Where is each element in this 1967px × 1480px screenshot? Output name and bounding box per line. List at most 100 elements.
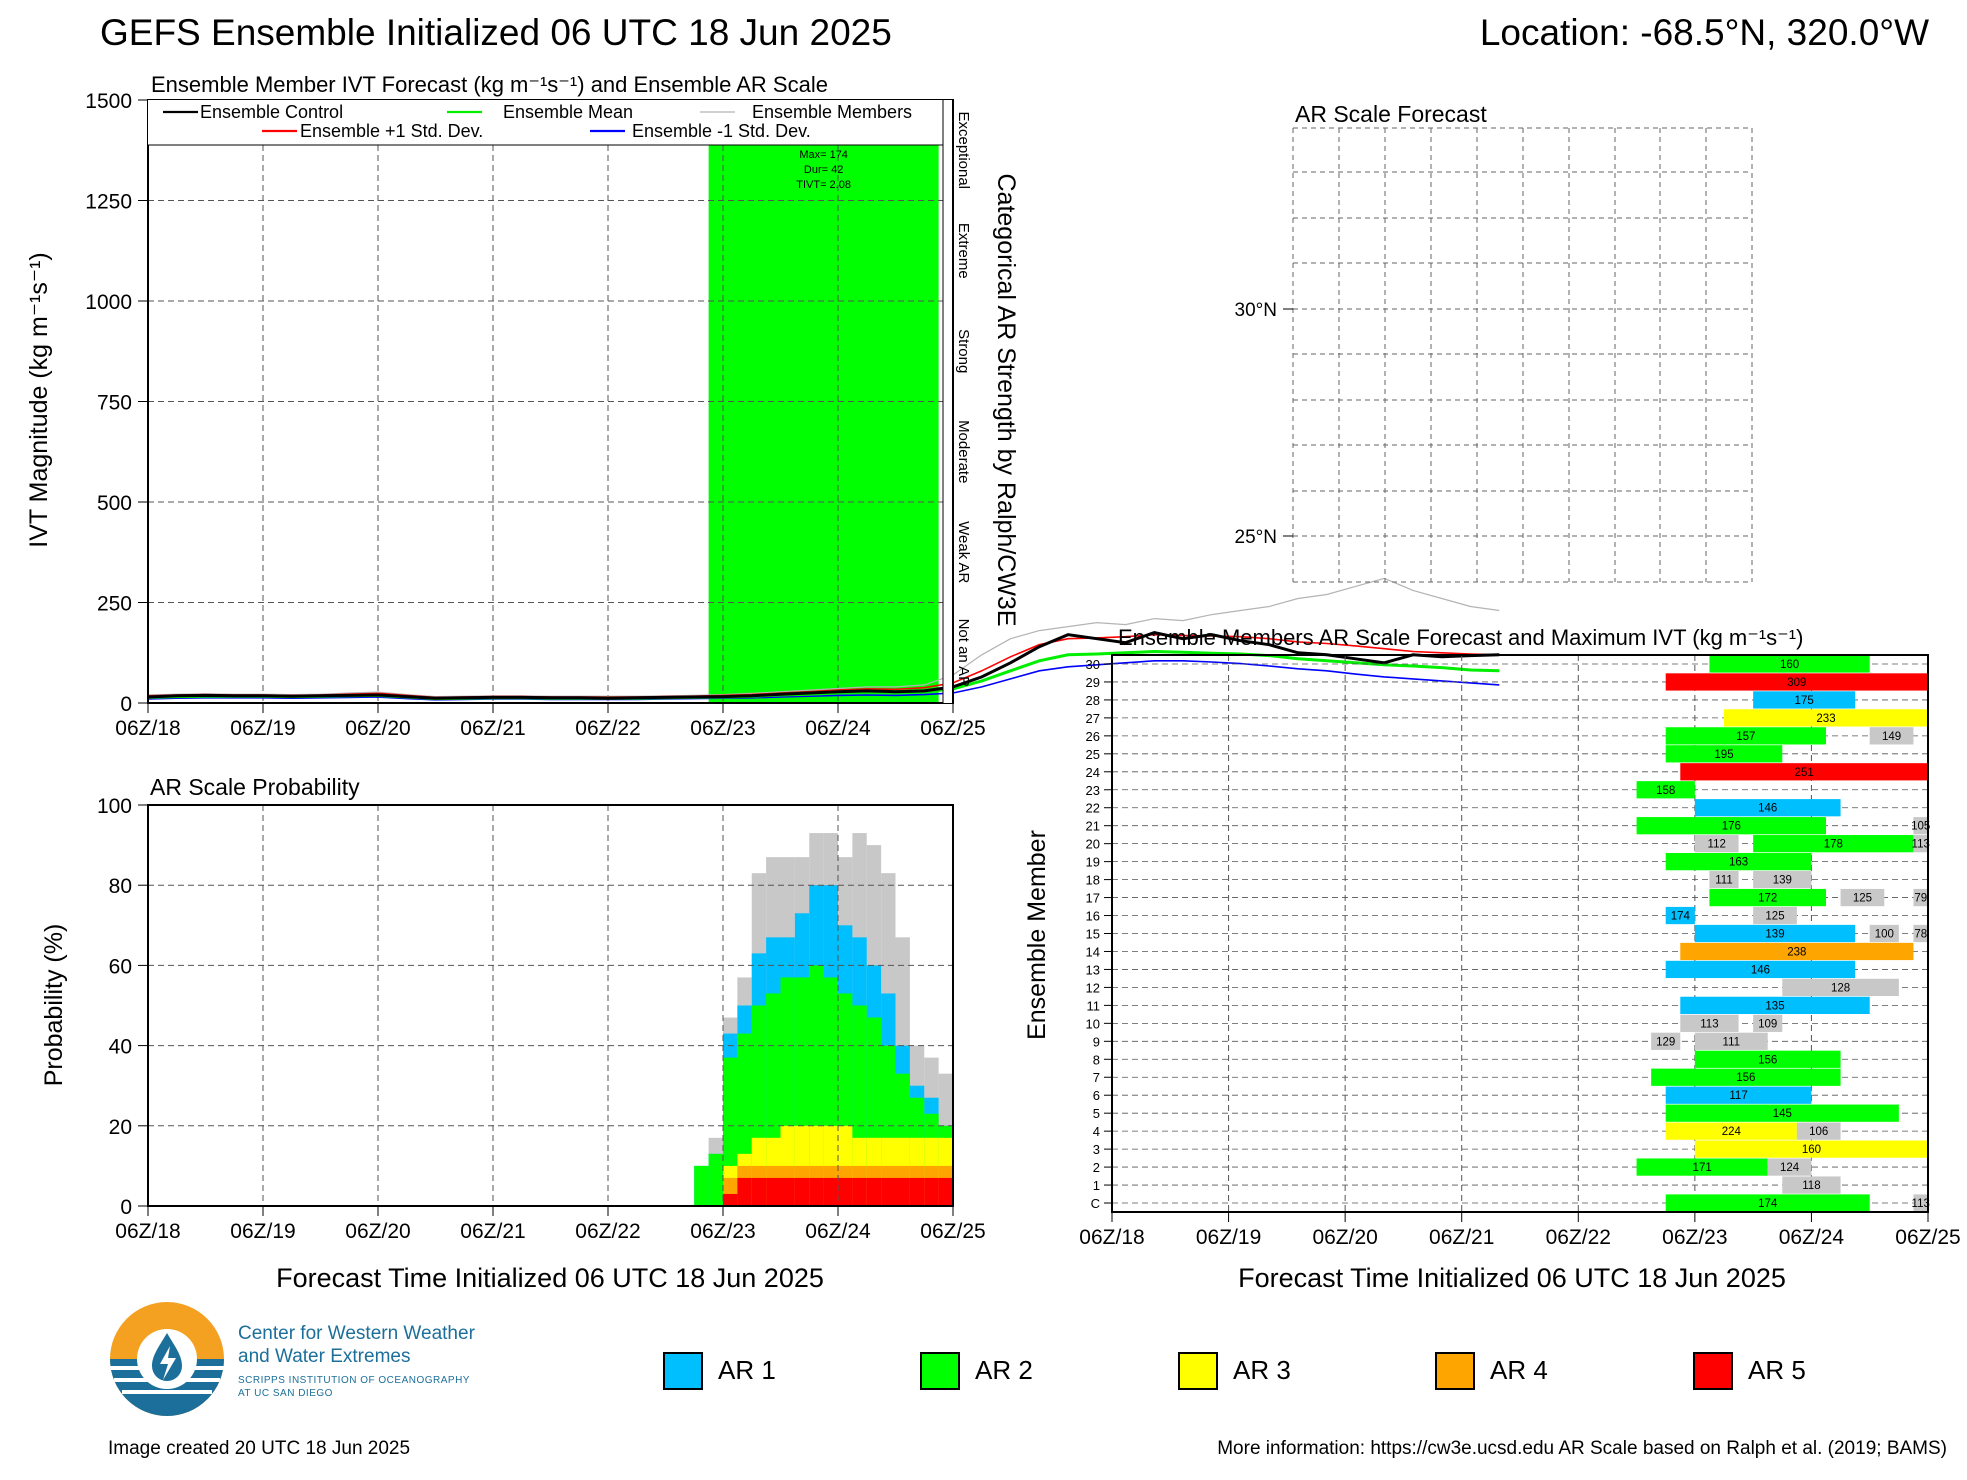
member-ytick-label: 20 — [1086, 837, 1100, 852]
member-ar-segment — [1665, 960, 1856, 979]
legend-label-ar3: AR 3 — [1233, 1355, 1291, 1385]
member-ytick-label: 8 — [1093, 1052, 1100, 1067]
member-max-ivt-label: 113 — [1912, 1198, 1930, 1210]
map-chart-title: AR Scale Forecast — [1295, 101, 1487, 127]
member-ytick-label: 18 — [1086, 873, 1100, 888]
member-max-ivt-label: 163 — [1729, 857, 1748, 869]
member-ar-segment — [1651, 1032, 1681, 1050]
member-ytick-label: 19 — [1086, 855, 1100, 870]
logo-line1: Center for Western Weather — [238, 1323, 475, 1344]
member-ar-segment — [1651, 1068, 1841, 1086]
member-ar-segment — [1840, 888, 1885, 907]
member-ar-segment — [1665, 906, 1695, 925]
prob-bar-ar5 — [866, 1177, 882, 1206]
ivt-category-label: Not an AR — [955, 619, 972, 688]
member-ytick-label: 29 — [1086, 675, 1100, 690]
member-ytick-label: 12 — [1086, 980, 1100, 995]
member-ytick-label: 17 — [1086, 891, 1100, 906]
ivt-xtick-label: 06Z/21 — [460, 717, 525, 740]
member-max-ivt-label: 251 — [1795, 767, 1814, 779]
ivt-legend-label: Ensemble -1 Std. Dev. — [632, 121, 811, 141]
member-ytick-label: 25 — [1086, 747, 1100, 762]
member-ar-segment — [1753, 906, 1797, 925]
location-label: Location: -68.5°N, 320.0°W — [1479, 12, 1929, 53]
member-ar-segment — [1680, 942, 1914, 961]
ivt-xtick-label: 06Z/24 — [805, 717, 871, 740]
member-max-ivt-label: 78 — [1914, 929, 1927, 941]
ar-event-info: Dur= 42 — [804, 164, 843, 176]
prob-bar-ar5 — [838, 1177, 853, 1206]
prob-bar-ar2 — [694, 1165, 709, 1206]
member-ar-segment — [1869, 727, 1914, 745]
member-ytick-label: 10 — [1086, 1016, 1100, 1031]
logo-line3: SCRIPPS INSTITUTION OF OCEANOGRAPHY — [238, 1375, 470, 1386]
ivt-ytick-label: 1250 — [85, 191, 132, 214]
member-ar-segment — [1913, 1194, 1928, 1212]
legend-swatch-ar3 — [1178, 1352, 1218, 1390]
member-frame — [1111, 654, 1929, 1213]
member-max-ivt-label: 176 — [1722, 821, 1741, 833]
member-ar-segment — [1913, 835, 1928, 853]
prob-bar-ar5 — [823, 1177, 838, 1206]
member-ar-segment — [1636, 781, 1695, 799]
ivt-category-label: Extreme — [955, 223, 972, 279]
member-ytick-label: 27 — [1086, 711, 1100, 726]
ivt-legend-label: Ensemble Control — [200, 102, 343, 122]
member-ytick-label: 7 — [1093, 1070, 1100, 1085]
prob-ytick-label: 60 — [109, 955, 132, 978]
ivt-legend-bg — [148, 100, 943, 145]
prob-bar-ar5 — [924, 1177, 939, 1206]
prob-xtick-label: 06Z/24 — [805, 1220, 871, 1243]
member-max-ivt-label: 174 — [1671, 911, 1691, 923]
ivt-category-label: Weak AR — [955, 521, 972, 583]
map-ytick-label: 25°N — [1235, 527, 1277, 548]
member-ar-segment — [1694, 1140, 1928, 1158]
member-max-ivt-label: 238 — [1787, 946, 1806, 958]
legend-label-ar5: AR 5 — [1748, 1355, 1806, 1385]
member-ytick-label: 4 — [1093, 1124, 1100, 1139]
legend-label-ar1: AR 1 — [718, 1355, 776, 1385]
member-max-ivt-label: 129 — [1656, 1036, 1675, 1048]
ivt-ytick-label: 1000 — [85, 291, 132, 314]
ivt-category-label: Strong — [955, 329, 972, 373]
member-ar-segment — [1636, 817, 1826, 835]
member-ar-segment — [1709, 655, 1870, 673]
member-max-ivt-label: 156 — [1736, 1072, 1755, 1084]
prob-bar-ar5 — [809, 1177, 824, 1206]
member-max-ivt-label: 113 — [1700, 1018, 1718, 1030]
legend-label-ar4: AR 4 — [1490, 1355, 1548, 1385]
member-ar-segment — [1753, 1014, 1783, 1032]
member-max-ivt-label: 160 — [1802, 1144, 1821, 1156]
member-ytick-label: 24 — [1086, 765, 1100, 780]
ivt-category-label: Moderate — [955, 420, 972, 483]
member-max-ivt-label: 125 — [1853, 893, 1872, 905]
member-ytick-label: 6 — [1093, 1088, 1100, 1103]
member-max-ivt-label: 118 — [1802, 1180, 1820, 1192]
member-max-ivt-label: 309 — [1787, 677, 1806, 689]
member-ytick-label: 22 — [1086, 801, 1100, 816]
member-xtick-label: 06Z/18 — [1079, 1226, 1144, 1249]
prob-x-axis-label: Forecast Time Initialized 06 UTC 18 Jun … — [276, 1263, 824, 1293]
prob-bar-ar5 — [780, 1177, 795, 1206]
more-info: More information: https://cw3e.ucsd.edu … — [1217, 1438, 1947, 1459]
member-max-ivt-label: 175 — [1795, 695, 1814, 707]
ivt-xtick-label: 06Z/18 — [115, 717, 180, 740]
prob-xtick-label: 06Z/20 — [345, 1220, 410, 1243]
ivt-y-axis-label: IVT Magnitude (kg m⁻¹s⁻¹) — [25, 252, 53, 547]
ivt-legend-label: Ensemble Members — [752, 102, 912, 122]
ar-event-block — [708, 145, 939, 703]
ar-event-info: TIVT= 2.08 — [796, 179, 851, 191]
member-ar-segment — [1665, 1086, 1812, 1104]
member-ar-segment — [1913, 888, 1928, 907]
prob-xtick-label: 06Z/18 — [115, 1220, 180, 1243]
member-max-ivt-label: 171 — [1693, 1162, 1712, 1174]
prob-xtick-label: 06Z/19 — [230, 1220, 295, 1243]
member-max-ivt-label: 158 — [1656, 785, 1675, 797]
member-ar-segment — [1665, 745, 1783, 763]
member-ytick-label: 23 — [1086, 783, 1100, 798]
member-ar-segment — [1694, 1050, 1841, 1068]
member-ytick-label: 30 — [1086, 657, 1100, 672]
member-max-ivt-label: 112 — [1708, 839, 1726, 851]
logo-text: Center for Western Weather and Water Ext… — [238, 1322, 475, 1368]
prob-bar-ar5 — [766, 1177, 781, 1206]
